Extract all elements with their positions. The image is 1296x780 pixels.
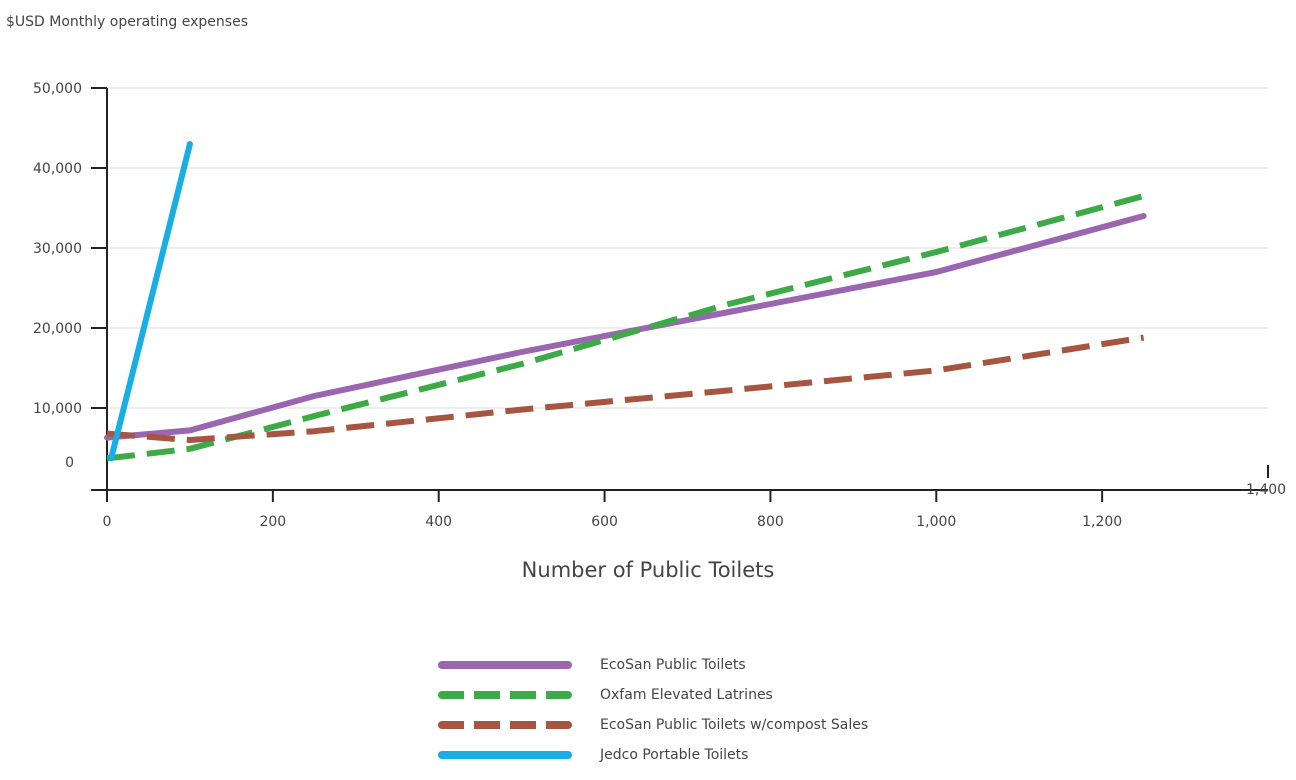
legend: EcoSan Public Toilets Oxfam Elevated Latr… bbox=[438, 650, 868, 770]
x-tick-label: 200 bbox=[259, 514, 286, 530]
x-tick-labels: 0 200 400 600 800 1,000 1,200 1,400 bbox=[103, 482, 1287, 530]
x-tick-label: 1,200 bbox=[1082, 514, 1122, 530]
series-lines bbox=[104, 141, 1147, 462]
legend-swatch bbox=[438, 721, 572, 729]
x-tick-label: 400 bbox=[425, 514, 452, 530]
y-axis-title: $USD Monthly operating expenses bbox=[6, 14, 248, 30]
gridlines bbox=[107, 87, 1268, 409]
legend-item: Oxfam Elevated Latrines bbox=[438, 680, 868, 710]
axes bbox=[91, 87, 1269, 502]
legend-item: EcoSan Public Toilets w/compost Sales bbox=[438, 710, 868, 740]
legend-swatch bbox=[438, 661, 572, 669]
legend-swatch bbox=[438, 751, 572, 759]
y-tick-label: 50,000 bbox=[33, 81, 82, 97]
x-tick-label: 800 bbox=[757, 514, 784, 530]
y-tick-label: 10,000 bbox=[33, 401, 82, 417]
y-tick-label: 30,000 bbox=[33, 241, 82, 257]
series-line bbox=[104, 213, 1147, 441]
legend-label: EcoSan Public Toilets bbox=[600, 657, 746, 673]
x-tick-label: 1,400 bbox=[1246, 482, 1286, 498]
series-line bbox=[106, 334, 1145, 443]
y-tick-label: 0 bbox=[65, 455, 74, 471]
legend-label: Jedco Portable Toilets bbox=[600, 747, 749, 763]
x-tick-label: 600 bbox=[591, 514, 618, 530]
x-tick-label: 1,000 bbox=[916, 514, 956, 530]
series-line bbox=[108, 141, 193, 462]
y-tick-label: 20,000 bbox=[33, 321, 82, 337]
legend-label: EcoSan Public Toilets w/compost Sales bbox=[600, 717, 869, 733]
chart-plot: 0 10,000 20,000 30,000 40,000 50,000 0 200 400 6… bbox=[33, 81, 1287, 530]
legend-label: Oxfam Elevated Latrines bbox=[600, 687, 773, 703]
x-tick-label: 0 bbox=[103, 514, 112, 530]
legend-item: EcoSan Public Toilets bbox=[438, 650, 868, 680]
series-line bbox=[106, 193, 1145, 462]
y-tick-labels: 0 10,000 20,000 30,000 40,000 50,000 bbox=[33, 81, 82, 471]
x-axis-title: Number of Public Toilets bbox=[521, 558, 775, 582]
legend-item: Jedco Portable Toilets bbox=[438, 740, 868, 770]
y-tick-label: 40,000 bbox=[33, 161, 82, 177]
legend-swatch bbox=[438, 691, 572, 699]
